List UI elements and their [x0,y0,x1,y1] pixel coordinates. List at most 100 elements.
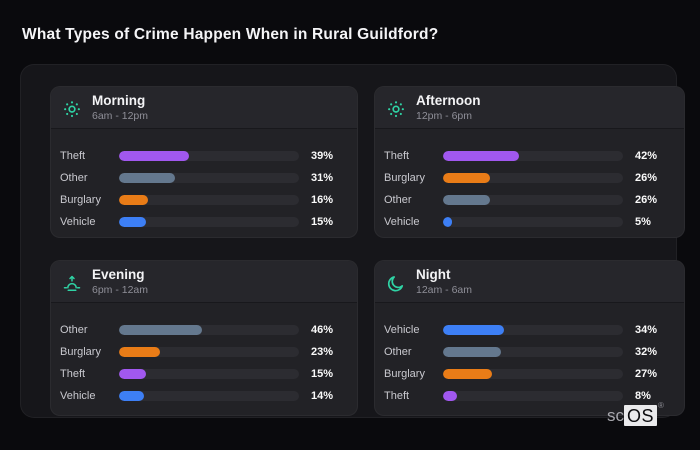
card-evening: Evening 6pm - 12am Other 46% Burglary 23… [50,260,358,416]
card-title: Night [416,267,451,283]
crime-percent: 14% [311,390,334,402]
bar-fill [443,369,492,379]
crime-row: Other 26% [375,189,684,211]
crime-percent: 46% [311,324,334,336]
crime-percent: 27% [635,368,658,380]
card-night: Night 12am - 6am Vehicle 34% Other 32% B… [374,260,685,416]
bar-list: Other 46% Burglary 23% Theft 15% Vehicle… [51,303,357,407]
crime-percent: 42% [635,150,658,162]
brand-prefix: sc [607,406,624,425]
bar-track [119,217,299,227]
bar-track [119,325,299,335]
bar-fill [443,325,505,335]
crime-label: Burglary [384,172,425,184]
card-morning-header: Morning 6am - 12pm [51,87,357,129]
crime-row: Other 46% [51,319,357,341]
bar-track [443,151,623,161]
crime-label: Burglary [60,346,101,358]
crime-label: Vehicle [60,216,96,228]
card-title: Evening [92,267,145,283]
bar-track [443,217,623,227]
bar-fill [119,217,146,227]
sunset-icon [63,275,81,291]
bar-track [119,369,299,379]
crime-row: Burglary 27% [375,363,684,385]
crime-percent: 26% [635,172,658,184]
crime-label: Vehicle [384,324,420,336]
brand-os-badge: OS [624,405,658,426]
bar-list: Vehicle 34% Other 32% Burglary 27% Theft… [375,303,684,407]
crime-row: Burglary 16% [51,189,357,211]
bar-fill [443,217,452,227]
sun-icon [388,100,404,117]
card-title: Morning [92,93,146,109]
crime-label: Burglary [384,368,425,380]
bar-track [119,347,299,357]
bar-track [119,391,299,401]
bar-track [119,173,299,183]
crime-label: Other [60,172,88,184]
bar-fill [119,347,161,357]
card-title: Afternoon [416,93,481,109]
card-night-header: Night 12am - 6am [375,261,684,303]
crime-label: Other [384,346,412,358]
bar-track [119,151,299,161]
card-time-range: 6pm - 12am [92,283,149,296]
card-time-range: 12pm - 6pm [416,109,473,122]
crime-label: Other [384,194,412,206]
crime-row: Burglary 23% [51,341,357,363]
bar-fill [119,151,190,161]
crime-percent: 5% [635,216,651,228]
crime-percent: 32% [635,346,658,358]
bar-fill [119,173,175,183]
crime-row: Vehicle 14% [51,385,357,407]
crime-row: Theft 8% [375,385,684,407]
crime-percent: 16% [311,194,334,206]
crime-label: Theft [60,150,86,162]
sun-icon [64,100,80,117]
crime-row: Burglary 26% [375,167,684,189]
bar-track [119,195,299,205]
crime-row: Other 31% [51,167,357,189]
crime-row: Theft 42% [375,145,684,167]
bar-fill [119,325,202,335]
bar-track [443,195,623,205]
crime-percent: 39% [311,150,334,162]
crime-percent: 8% [635,390,651,402]
bar-fill [119,195,148,205]
crime-percent: 15% [311,216,334,228]
crime-percent: 15% [311,368,334,380]
page-title: What Types of Crime Happen When in Rural… [22,26,439,43]
crime-row: Vehicle 34% [375,319,684,341]
bar-track [443,391,623,401]
card-afternoon-header: Afternoon 12pm - 6pm [375,87,684,129]
card-afternoon: Afternoon 12pm - 6pm Theft 42% Burglary … [374,86,685,238]
crime-percent: 34% [635,324,658,336]
bar-track [443,325,623,335]
crime-percent: 26% [635,194,658,206]
crime-row: Vehicle 5% [375,211,684,233]
card-morning: Morning 6am - 12pm Theft 39% Other 31% B… [50,86,358,238]
crime-label: Theft [384,390,410,402]
moon-icon [387,275,404,291]
bar-fill [119,391,145,401]
bar-fill [443,173,490,183]
registered-trademark-icon: ® [658,401,664,410]
bar-fill [443,347,501,357]
crime-label: Vehicle [60,390,96,402]
crime-percent: 31% [311,172,334,184]
bar-fill [119,369,146,379]
crime-label: Vehicle [384,216,420,228]
bar-fill [443,151,519,161]
card-evening-header: Evening 6pm - 12am [51,261,357,303]
crime-percent: 23% [311,346,334,358]
bar-list: Theft 39% Other 31% Burglary 16% Vehicle… [51,129,357,233]
bar-fill [443,195,490,205]
crime-label: Burglary [60,194,101,206]
crime-row: Other 32% [375,341,684,363]
crime-label: Other [60,324,88,336]
bar-track [443,369,623,379]
bar-fill [443,391,458,401]
bar-list: Theft 42% Burglary 26% Other 26% Vehicle… [375,129,684,233]
crime-row: Theft 15% [51,363,357,385]
